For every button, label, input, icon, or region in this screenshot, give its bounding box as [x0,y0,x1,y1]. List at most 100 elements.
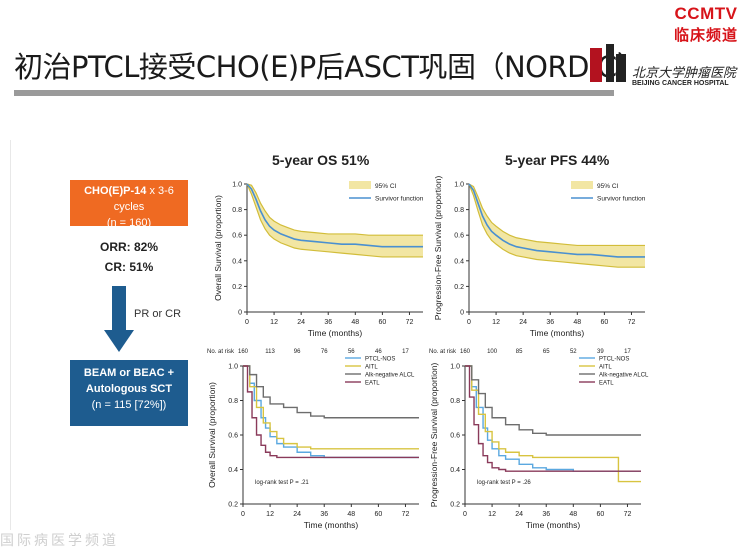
os-x-axis-title: Time (months) [308,328,363,338]
os-sub-at-risk-value: 56 [348,349,355,355]
pfs-survivor-line [468,183,645,258]
pfs-y-tick-label: 0 [460,310,464,317]
os-y-tick-label: 0.4 [232,258,242,265]
pfs-sub-at-risk-value: 100 [487,349,498,355]
consolidation-n: (n = 115 [72%]) [91,398,167,411]
os-sub-legend-label-alcl: Alk-negative ALCL [365,373,415,379]
os-sub-logrank-annotation: log-rank test P = .21 [255,480,309,486]
os-y-tick-label: 0.2 [232,284,242,291]
os-legend-ci-swatch [349,181,371,189]
pfs-sub-x-tick-label: 48 [569,511,577,518]
os-sub-y-tick-label: 0.2 [228,502,238,509]
pfs-sub-y-axis-title: Progression-Free Survival (proportion) [429,363,439,508]
cctv-brand: CCMTV [674,4,738,23]
os-sub-at-risk-value: 113 [265,349,275,355]
os-y-axis-title: Overall Survival (proportion) [213,195,223,301]
os-sub-y-axis-title: Overall Survival (proportion) [207,382,217,488]
pfs-y-tick-label: 0.8 [454,207,464,214]
os-sub-legend-label-ptcl-nos: PTCL-NOS [365,357,395,363]
flow-arrow-stem [112,286,126,330]
pfs-x-tick-label: 0 [467,319,471,326]
os-sub-y-tick-label: 1.0 [228,364,238,371]
pfs-sub-x-tick-label: 36 [542,511,550,518]
os-sub-x-tick-label: 60 [374,511,382,518]
cctv-logo: CCMTV 临床频道 [674,4,738,45]
pfs-sub-legend-label-ptcl-nos: PTCL-NOS [599,357,629,363]
os-x-tick-label: 36 [324,319,332,326]
os-sub-at-risk-label: No. at risk [207,349,235,355]
os-sub-at-risk-value: 160 [238,349,249,355]
os-sub-legend-label-aitl: AITL [365,365,378,371]
os-legend-ci-label: 95% CI [375,183,397,190]
os-sub-x-tick-label: 36 [320,511,328,518]
induction-n: (n = 160) [106,216,152,229]
pfs-sub-ptcl-nos-line [465,365,641,472]
os-survivor-line [246,183,423,248]
pfs-sub-x-axis-title: Time (months) [526,520,581,530]
pfs-sub-at-risk-value: 65 [543,349,550,355]
pfs-x-axis-title: Time (months) [530,328,585,338]
pfs-legend-survivor-label: Survivor function [597,196,646,203]
consolidation-line2: Autologous SCT [85,382,173,395]
os-ci-band [247,184,423,257]
slide-title: 初治PTCL接受CHO(E)P后ASCT巩固（NORDIC） [14,50,646,84]
watermark: 国际病医学频道 [0,532,119,548]
pfs-sub-y-tick-label: 0.4 [450,467,460,474]
induction-box: CHO(E)P-14 x 3-6 cycles (n = 160) [70,180,188,229]
pfs-sub-alcl-line [465,365,641,436]
pfs-x-tick-label: 60 [600,319,608,326]
pfs-y-axis-title: Progression-Free Survival (proportion) [433,176,443,321]
os-km-chart: 0 12 24 36 48 60 72 0 0.2 0.4 0.6 0.8 1.0 Time (month… [213,181,424,338]
pfs-y-tick-label: 0.2 [454,284,464,291]
pfs-legend-ci-swatch [571,181,593,189]
pfs-sub-x-tick-label: 0 [463,511,467,518]
os-x-tick-label: 72 [406,319,414,326]
os-ci-lower-line [246,183,423,258]
os-sub-ptcl-nos-line [243,365,419,459]
pfs-sub-at-risk-value: 85 [516,349,523,355]
pfs-legend-ci-label: 95% CI [597,183,619,190]
pfs-sub-legend-label-eatl: EATL [599,381,614,387]
pfs-y-tick-label: 0.4 [454,258,464,265]
pfs-sub-x-tick-label: 24 [515,511,523,518]
os-chart-title: 5-year OS 51% [272,152,370,168]
pfs-ci-band [469,184,645,268]
hospital-name-en: BEIJING CANCER HOSPITAL [632,80,729,87]
os-y-tick-label: 0.8 [232,207,242,214]
consolidation-box: BEAM or BEAC + Autologous SCT (n = 115 [… [70,360,188,426]
os-sub-x-axis-title: Time (months) [304,520,359,530]
pfs-x-tick-label: 24 [519,319,527,326]
os-ci-upper-line [246,183,423,236]
os-sub-at-risk-value: 46 [375,349,382,355]
pfs-sub-eatl-line [465,365,641,472]
pfs-ci-lower-line [468,183,645,268]
pfs-sub-x-tick-label: 12 [488,511,496,518]
cr-text: CR: 51% [104,260,154,274]
os-x-tick-label: 0 [245,319,249,326]
pfs-sub-logrank-annotation: log-rank test P = .26 [477,480,531,486]
os-legend-survivor-label: Survivor function [375,196,424,203]
os-y-tick-label: 0 [238,310,242,317]
os-sub-alcl-line [243,365,419,419]
os-sub-legend-label-eatl: EATL [365,381,380,387]
pfs-sub-y-tick-label: 0.2 [450,502,460,509]
os-subtype-chart: 0 12 24 36 48 60 72 0.2 0.4 0.6 0.8 1.0 Time (months… [207,349,419,530]
pfs-x-tick-label: 72 [628,319,636,326]
pfs-ci-upper-line [468,183,645,247]
pfs-x-tick-label: 36 [546,319,554,326]
pfs-sub-y-tick-label: 1.0 [450,364,460,371]
os-sub-at-risk-value: 17 [402,349,409,355]
os-sub-y-tick-label: 0.8 [228,398,238,405]
os-y-tick-label: 0.6 [232,233,242,240]
os-sub-x-tick-label: 12 [266,511,274,518]
consolidation-line1: BEAM or BEAC + [83,367,175,379]
pfs-subtype-chart: 0 12 24 36 48 60 72 0.2 0.4 0.6 0.8 1.0 Time (months… [429,349,649,530]
os-x-tick-label: 48 [351,319,359,326]
pfs-sub-at-risk-value: 17 [624,349,631,355]
os-x-tick-label: 12 [270,319,278,326]
os-sub-eatl-line [243,365,419,459]
os-sub-at-risk-value: 76 [321,349,328,355]
pfs-sub-y-tick-label: 0.8 [450,398,460,405]
os-sub-aitl-line [243,365,419,450]
pfs-chart-title: 5-year PFS 44% [505,152,610,168]
